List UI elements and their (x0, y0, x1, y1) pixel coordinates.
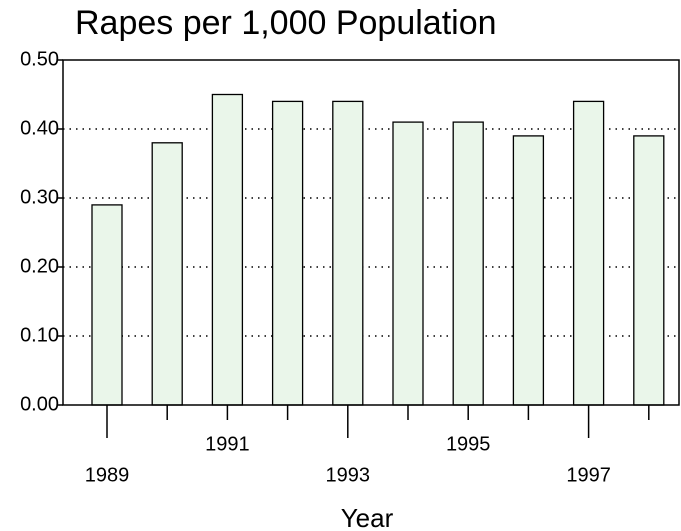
x-tick-label: 1991 (205, 433, 250, 455)
bars (91, 93, 665, 406)
bar (271, 100, 304, 406)
y-tick-label: 0.00 (20, 393, 59, 415)
plot-frame (62, 59, 680, 406)
chart-title: Rapes per 1,000 Population (75, 4, 497, 42)
bar (392, 121, 424, 406)
y-tick-label: 0.50 (20, 48, 59, 70)
x-tick-label: 1989 (85, 464, 130, 486)
bar (633, 135, 665, 406)
x-tick-label: 1997 (566, 464, 611, 486)
bar (211, 93, 244, 406)
x-tick-label: 1993 (326, 464, 371, 486)
y-tick-label: 0.30 (20, 186, 59, 208)
y-tick-label: 0.10 (20, 324, 59, 346)
bar (332, 100, 364, 406)
x-axis-title: Year (341, 503, 394, 531)
bar (151, 142, 183, 406)
bar (572, 100, 605, 406)
y-tick-label: 0.20 (20, 255, 59, 277)
x-tick-label: 1995 (446, 433, 491, 455)
bar (512, 135, 545, 406)
y-tick-label: 0.40 (20, 117, 59, 139)
bar (452, 121, 484, 406)
axes: 0.00 0.10 0.20 0.30 0.40 0.50 1989 1991 1993 1995… (20, 48, 650, 486)
bar (91, 204, 123, 406)
